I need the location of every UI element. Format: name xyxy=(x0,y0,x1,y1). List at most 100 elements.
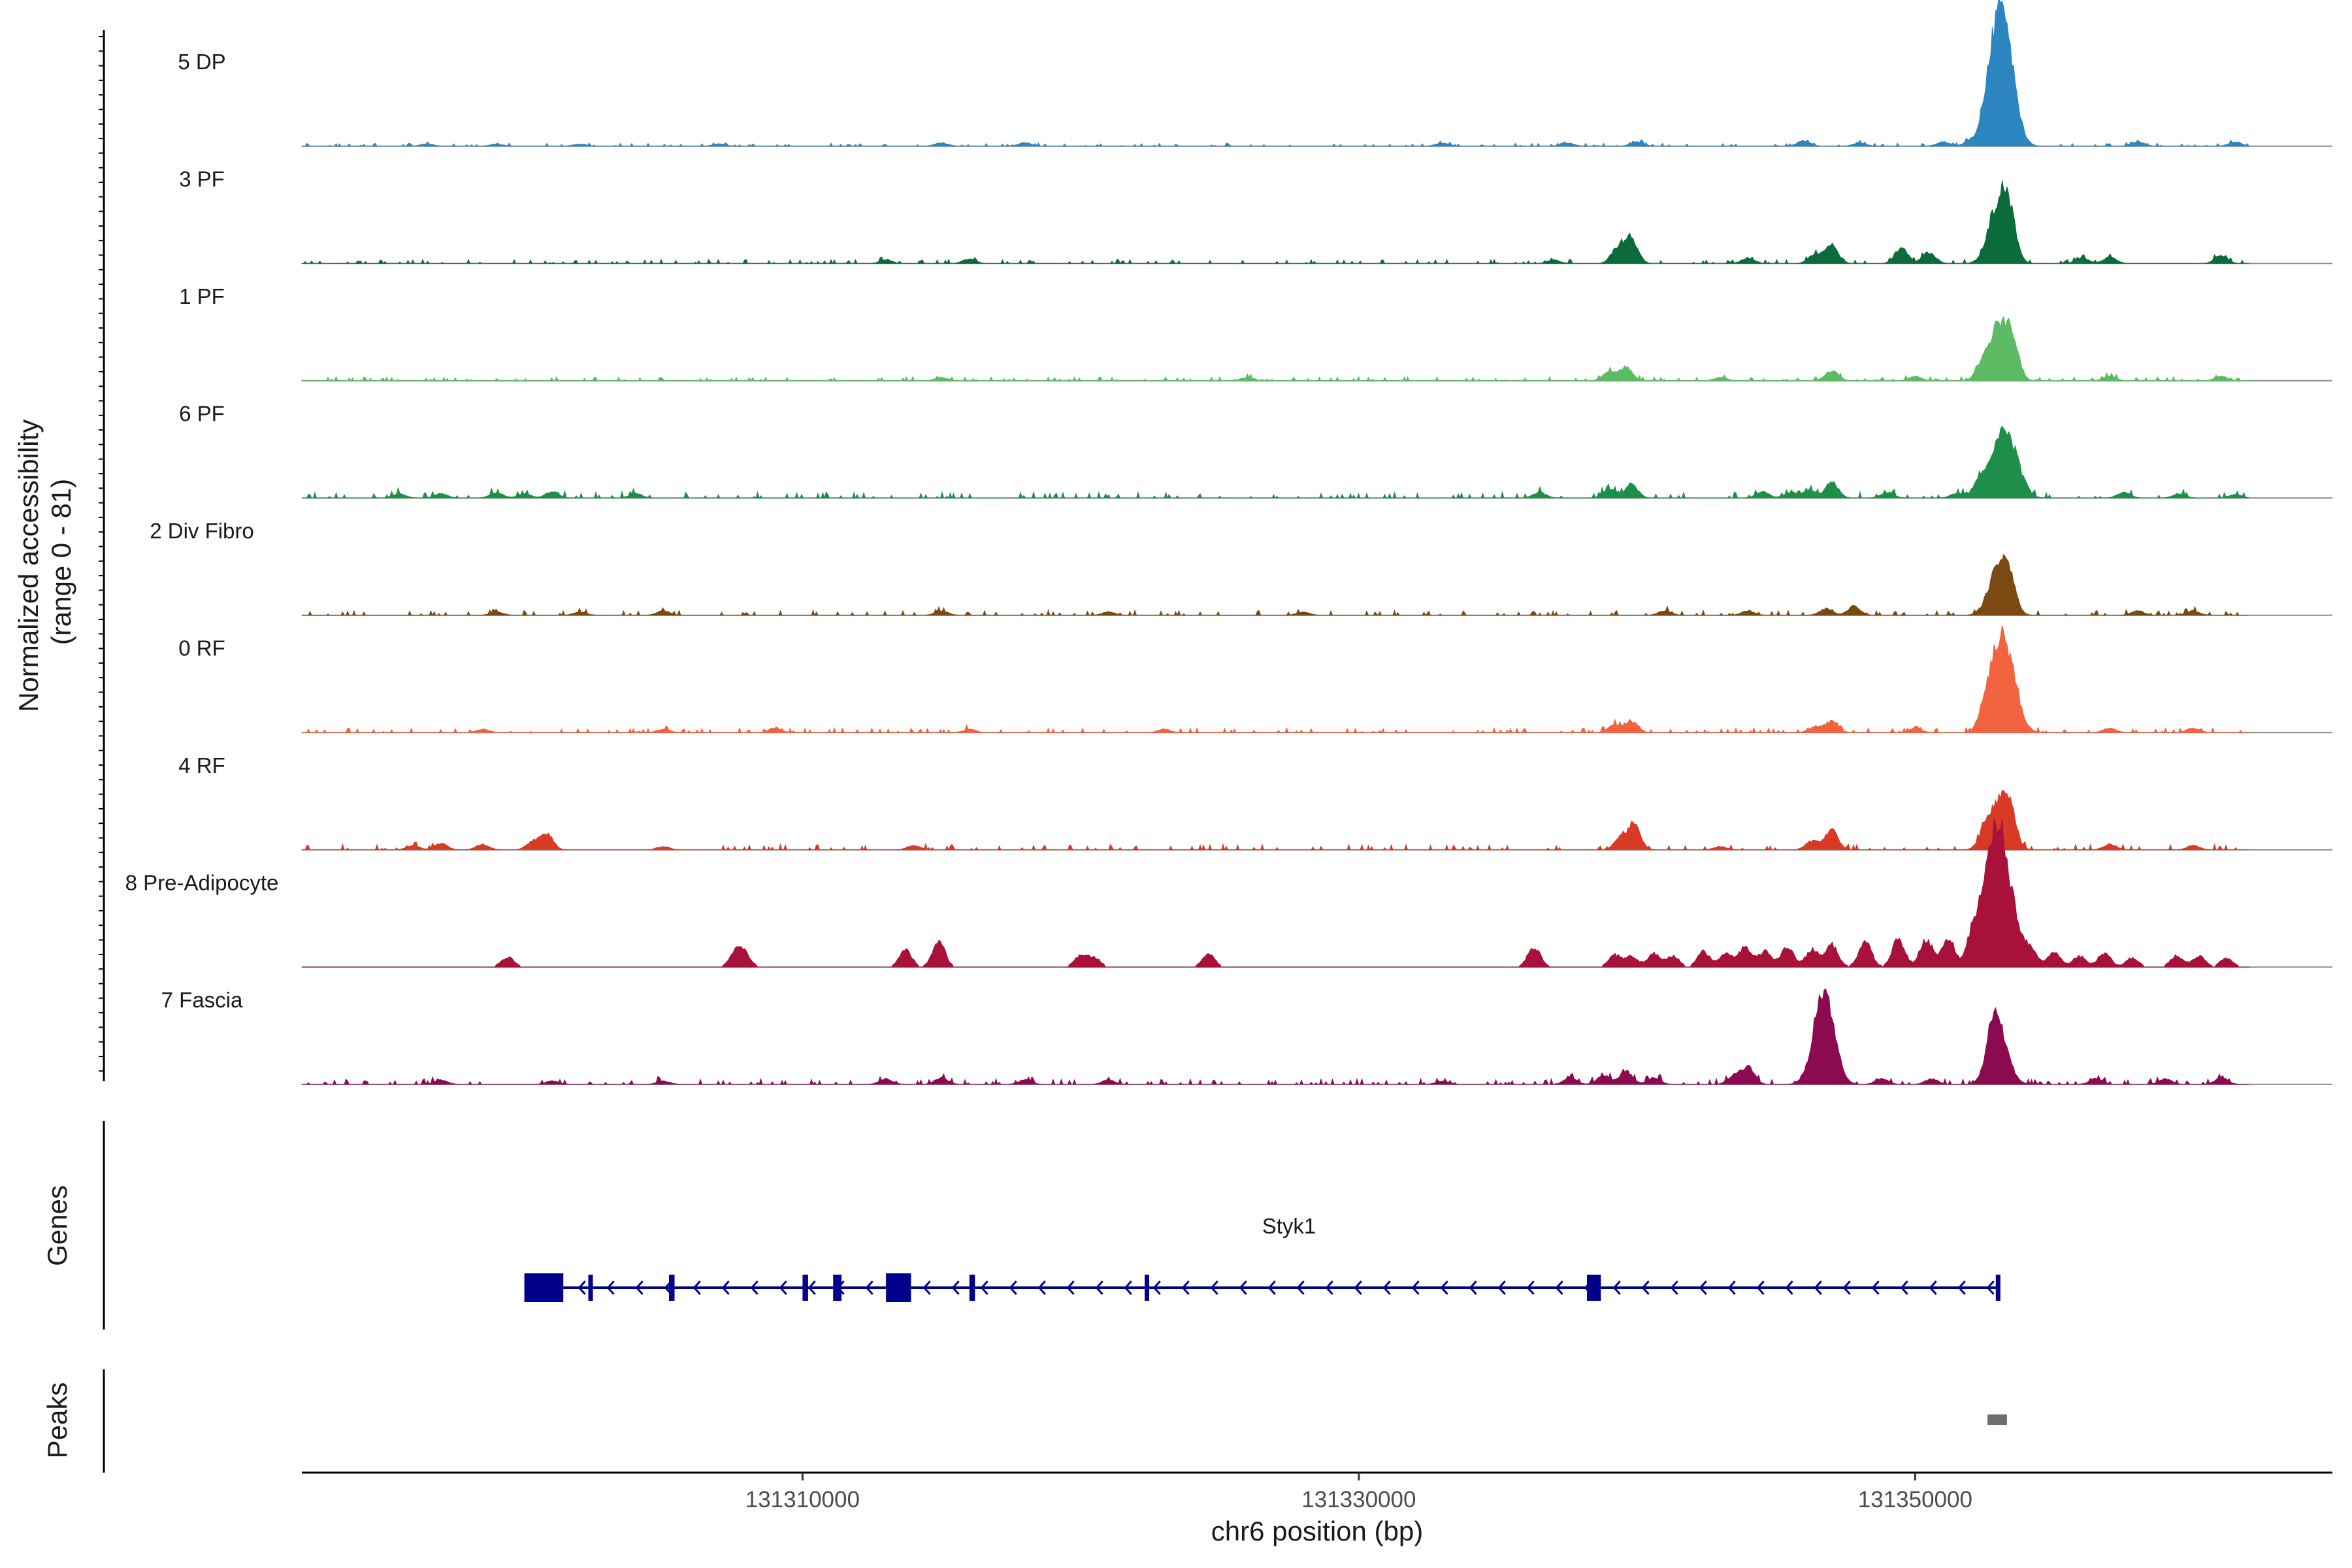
track-label: 3 PF xyxy=(179,167,225,191)
gene-strand-arrow xyxy=(1727,1280,1736,1296)
gene-strand-arrow xyxy=(865,1280,874,1296)
gene-strand-arrow xyxy=(1411,1280,1420,1296)
track-5-dp: 5 DP xyxy=(178,0,2332,147)
track-6-pf: 6 PF xyxy=(179,401,2332,500)
peaks-panel: Peaks xyxy=(42,1369,2007,1473)
coverage-area xyxy=(301,790,2249,851)
gene-exon xyxy=(1995,1275,2001,1301)
gene-strand-arrow xyxy=(1929,1280,1937,1296)
gene-strand-arrow xyxy=(693,1280,701,1296)
gene-strand-arrow xyxy=(1957,1280,1966,1296)
gene-strand-arrow xyxy=(1699,1280,1707,1296)
track-label: 8 Pre-Adipocyte xyxy=(125,870,279,894)
coverage-area xyxy=(301,316,2249,382)
coverage-y-ticks xyxy=(99,36,104,1072)
gene-exon xyxy=(524,1273,564,1302)
gene-strand-arrow xyxy=(635,1280,644,1296)
coverage-area xyxy=(301,425,2250,500)
gene-exon xyxy=(886,1273,911,1302)
gene-strand-arrow xyxy=(1210,1280,1218,1296)
track-7-fascia: 7 Fascia xyxy=(161,988,2332,1086)
track-3-pf: 3 PF xyxy=(179,167,2332,265)
gene-exon xyxy=(588,1275,593,1301)
gene-strand-arrow xyxy=(1526,1280,1535,1296)
genes-panel: Genes Styk1 xyxy=(42,1121,2001,1330)
genes-panel-title: Genes xyxy=(42,1185,73,1266)
track-label: 7 Fascia xyxy=(161,988,243,1012)
coverage-area xyxy=(301,0,2250,147)
gene-strand-arrow xyxy=(1009,1280,1017,1296)
gene-strand-arrow xyxy=(1066,1280,1075,1296)
track-8-pre-adipocyte: 8 Pre-Adipocyte xyxy=(125,818,2332,968)
gene-strand-arrow xyxy=(1612,1280,1621,1296)
gene-strand-arrow xyxy=(1900,1280,1908,1296)
gene-strand-arrow xyxy=(1814,1280,1822,1296)
gene-strand-arrow xyxy=(1842,1280,1851,1296)
gene-strand-arrow xyxy=(1382,1280,1391,1296)
gene-model-styk1 xyxy=(524,1273,2001,1302)
gene-strand-arrow xyxy=(1239,1280,1247,1296)
gene-strand-arrow xyxy=(923,1280,931,1296)
track-label: 1 PF xyxy=(179,284,225,308)
track-0-rf: 0 RF xyxy=(178,625,2332,734)
gene-strand-arrow xyxy=(808,1280,816,1296)
track-4-rf: 4 RF xyxy=(178,753,2332,851)
track-label: 6 PF xyxy=(179,401,225,425)
gene-strand-arrow xyxy=(1440,1280,1448,1296)
coverage-panel: Normalized accessibility (range 0 - 81) … xyxy=(13,0,2332,1086)
gene-strand-arrow xyxy=(1555,1280,1563,1296)
gene-strand-arrow xyxy=(1986,1280,1995,1296)
gene-strand-arrow xyxy=(606,1280,615,1296)
gene-exon xyxy=(833,1275,841,1301)
coverage-area xyxy=(301,818,2249,968)
gene-strand-arrow xyxy=(1354,1280,1362,1296)
x-tick-label: 131330000 xyxy=(1301,1487,1416,1512)
gene-exon xyxy=(1587,1275,1601,1301)
gene-exon xyxy=(969,1275,975,1301)
track-label: 2 Div Fibro xyxy=(150,519,254,543)
gene-label-styk1: Styk1 xyxy=(1262,1214,1316,1238)
gene-strand-arrow xyxy=(1641,1280,1650,1296)
coverage-area xyxy=(301,553,2249,617)
track-label: 5 DP xyxy=(178,50,225,74)
x-axis-ticks: 131310000 131330000 131350000 xyxy=(745,1473,1972,1512)
x-tick-label: 131310000 xyxy=(745,1487,860,1512)
peak-regions xyxy=(1987,1414,2007,1425)
gene-exon xyxy=(1145,1275,1149,1301)
coverage-area xyxy=(301,625,2249,734)
gene-strand-arrow xyxy=(750,1280,759,1296)
gene-strand-arrow xyxy=(1124,1280,1132,1296)
coverage-area xyxy=(301,988,2249,1086)
gene-strand-arrow xyxy=(951,1280,960,1296)
gene-strand-arrow xyxy=(1037,1280,1046,1296)
gene-strand-arrow xyxy=(1181,1280,1190,1296)
track-label: 4 RF xyxy=(178,753,225,777)
gene-strand-arrow xyxy=(980,1280,988,1296)
gene-strand-arrow xyxy=(779,1280,787,1296)
track-1-pf: 1 PF xyxy=(179,284,2332,382)
gene-strand-arrow xyxy=(1497,1280,1506,1296)
gene-strand-arrow xyxy=(721,1280,730,1296)
gene-strand-arrow xyxy=(1152,1280,1161,1296)
gene-strand-arrow xyxy=(1756,1280,1765,1296)
x-tick-label: 131350000 xyxy=(1858,1487,1972,1512)
track-2-div-fibro: 2 Div Fibro xyxy=(150,519,2332,617)
peaks-panel-title: Peaks xyxy=(42,1382,73,1459)
coverage-y-axis-title: Normalized accessibility (range 0 - 81) xyxy=(13,412,76,712)
coverage-y-axis-title-line1: Normalized accessibility xyxy=(13,419,44,712)
gene-exon xyxy=(802,1275,808,1301)
peak-region xyxy=(1987,1414,2007,1425)
gene-strand-arrow xyxy=(1325,1280,1333,1296)
x-axis-title: chr6 position (bp) xyxy=(1211,1516,1424,1546)
x-axis: 131310000 131330000 131350000 chr6 positio… xyxy=(302,1471,2332,1546)
gene-strand-arrow xyxy=(1469,1280,1477,1296)
gene-strand-arrow xyxy=(1871,1280,1880,1296)
gene-strand-arrow xyxy=(1095,1280,1103,1296)
gene-strand-arrow xyxy=(1296,1280,1305,1296)
gene-strand-arrow xyxy=(578,1280,586,1296)
coverage-y-axis-title-line2: (range 0 - 81) xyxy=(46,479,76,645)
coverage-tracks: 5 DP 3 PF 1 PF 6 PF 2 Div Fibro 0 RF 4 RF 8 Pre… xyxy=(125,0,2332,1086)
gene-strand-arrow xyxy=(1785,1280,1793,1296)
gene-exon xyxy=(669,1275,675,1301)
